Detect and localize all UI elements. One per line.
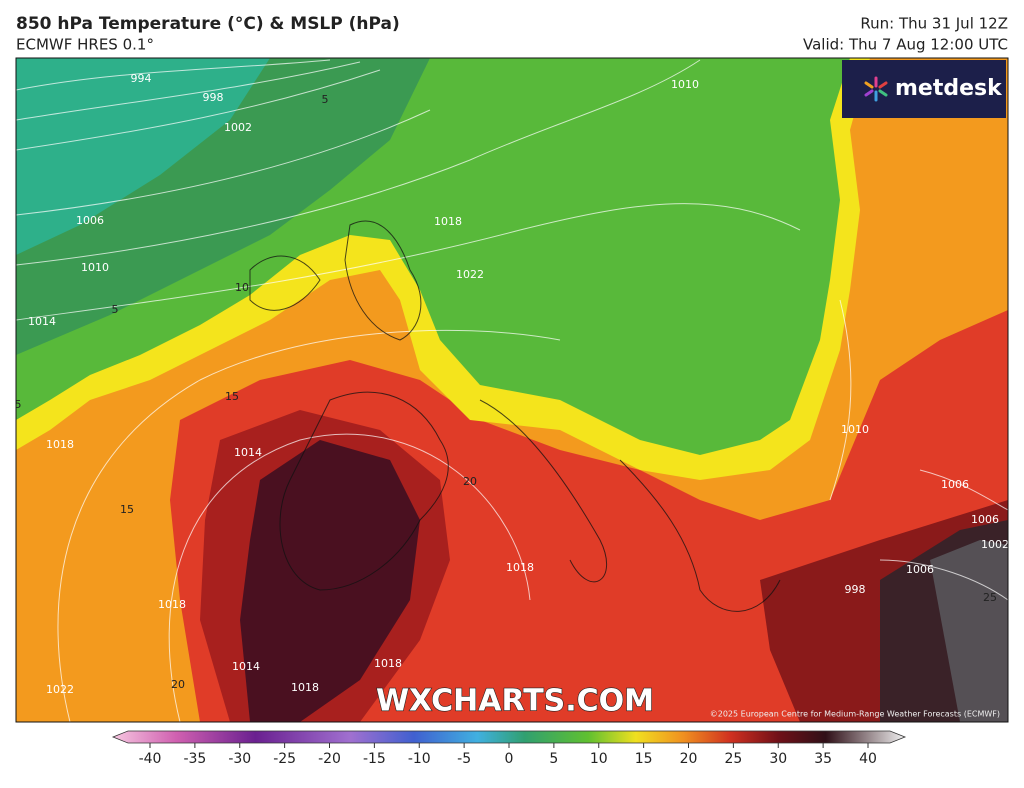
isobar-label: 1014 xyxy=(28,315,56,328)
isobar-label: 998 xyxy=(203,91,224,104)
isobar-label: 1010 xyxy=(841,423,869,436)
isobar-label: 1018 xyxy=(46,438,74,451)
colorbar-tick-label: -40 xyxy=(139,751,162,767)
colder-region xyxy=(16,58,270,255)
very-hot-region xyxy=(240,440,420,722)
isobar-label: 1010 xyxy=(81,261,109,274)
colorbar-tick-label: 30 xyxy=(769,751,787,767)
temperature-label: 10 xyxy=(235,281,249,294)
isobar-label: 1006 xyxy=(906,563,934,576)
isobar-label: 1002 xyxy=(981,538,1009,551)
map: 994 998 1002 1006 1010 1014 1018 1010 1018 1022 10… xyxy=(15,58,1009,722)
isobar-label: 1006 xyxy=(971,513,999,526)
map-frame xyxy=(15,57,1009,723)
run-time: Run: Thu 31 Jul 12Z xyxy=(860,15,1008,33)
colorbar-tick-label: 5 xyxy=(549,751,558,767)
logo-text: metdesk xyxy=(895,76,1003,101)
temperature-label: 5 xyxy=(322,93,329,106)
colorbar-tick-label: 35 xyxy=(814,751,832,767)
isobar-label: 1022 xyxy=(456,268,484,281)
isobar-label: 1018 xyxy=(291,681,319,694)
colorbar-tick-label: -5 xyxy=(457,751,471,767)
isobar-label: 1006 xyxy=(941,478,969,491)
logo: metdesk xyxy=(842,60,1006,118)
temperature-label: 20 xyxy=(463,475,477,488)
colorbar-tick-label: 40 xyxy=(859,751,877,767)
colorbar-tick-label: -15 xyxy=(363,751,386,767)
isobar-label: 998 xyxy=(845,583,866,596)
isobar-label: 1022 xyxy=(46,683,74,696)
isobar-label: 994 xyxy=(131,72,152,85)
colorbar-tick-label: 20 xyxy=(680,751,698,767)
watermark: WXCHARTS.COM xyxy=(376,684,654,719)
colorbar-tick-label: -10 xyxy=(408,751,431,767)
isobar-label: 1018 xyxy=(374,657,402,670)
isobar-label: 1014 xyxy=(234,446,262,459)
copyright: ©2025 European Centre for Medium-Range W… xyxy=(710,710,1000,719)
colorbar-tick-label: -20 xyxy=(318,751,341,767)
temperature-label: 15 xyxy=(225,390,239,403)
isobars xyxy=(16,59,1008,722)
isobar-label: 1002 xyxy=(224,121,252,134)
contour-labels: 994 998 1002 1006 1010 1014 1018 1010 1018 1022 10… xyxy=(15,72,1009,696)
colorbar-tick-label: 10 xyxy=(590,751,608,767)
isobar-label: 1018 xyxy=(158,598,186,611)
colorbar-tick-label: 15 xyxy=(635,751,653,767)
isobar-label: 1010 xyxy=(671,78,699,91)
isobar-label: 1014 xyxy=(232,660,260,673)
colorbar-tick-label: -35 xyxy=(183,751,206,767)
valid-time: Valid: Thu 7 Aug 12:00 UTC xyxy=(803,36,1008,54)
temperature-label: 5 xyxy=(15,398,22,411)
colorbar-tick-label: -30 xyxy=(228,751,251,767)
temperature-label: 5 xyxy=(112,303,119,316)
temperature-label: 15 xyxy=(120,503,134,516)
isobar-label: 1018 xyxy=(434,215,462,228)
colorbar-tick-label: 0 xyxy=(505,751,514,767)
isobar-label: 1018 xyxy=(506,561,534,574)
coastlines xyxy=(249,220,781,612)
colorbar-tick-label: -25 xyxy=(273,751,296,767)
temperature-label: 25 xyxy=(983,591,997,604)
colorbar: -40 -35 -30 -25 -20 -15 -10 -5 0 5 10 15 20 25 30 35 40 xyxy=(111,730,907,767)
extreme-region xyxy=(930,540,1008,722)
colorbar-scale xyxy=(111,730,907,744)
title: 850 hPa Temperature (°C) & MSLP (hPa) xyxy=(16,14,400,34)
isobar-label: 1006 xyxy=(76,214,104,227)
subtitle: ECMWF HRES 0.1° xyxy=(16,36,154,54)
temperature-label: 20 xyxy=(171,678,185,691)
colorbar-tick-label: 25 xyxy=(724,751,742,767)
